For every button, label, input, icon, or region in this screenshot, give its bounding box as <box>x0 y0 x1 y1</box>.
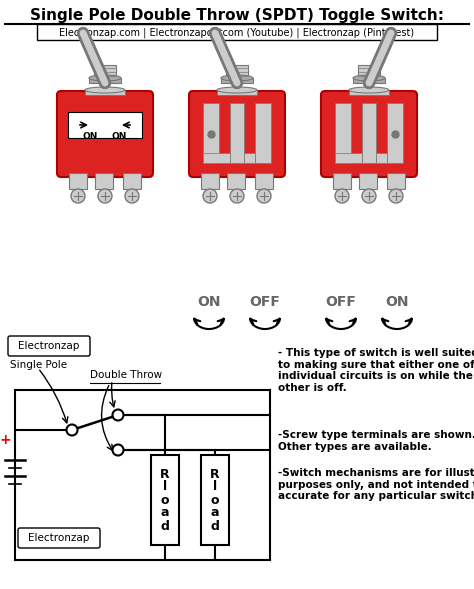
Circle shape <box>257 189 271 203</box>
FancyBboxPatch shape <box>68 112 142 138</box>
Bar <box>201 455 229 545</box>
Circle shape <box>230 189 244 203</box>
FancyBboxPatch shape <box>8 336 90 356</box>
Text: Electronzap: Electronzap <box>28 533 90 543</box>
Circle shape <box>203 189 217 203</box>
Circle shape <box>389 189 403 203</box>
Text: - This type of switch is well suited
to making sure that either one of 2
individ: - This type of switch is well suited to … <box>278 348 474 393</box>
Bar <box>387 173 405 189</box>
Ellipse shape <box>89 75 121 81</box>
Circle shape <box>362 189 376 203</box>
Circle shape <box>66 425 78 435</box>
Bar <box>230 103 244 163</box>
Ellipse shape <box>217 87 257 93</box>
Bar <box>203 153 230 163</box>
Bar <box>226 65 248 83</box>
Bar <box>221 78 253 83</box>
Ellipse shape <box>85 87 125 93</box>
Bar <box>94 65 116 83</box>
Circle shape <box>98 189 112 203</box>
Circle shape <box>335 189 349 203</box>
Bar <box>362 103 376 163</box>
Circle shape <box>112 445 124 455</box>
Text: ON: ON <box>385 295 409 309</box>
Bar <box>244 153 255 163</box>
Text: -Switch mechanisms are for illustrative
purposes only, and not intended to be
ac: -Switch mechanisms are for illustrative … <box>278 468 474 501</box>
Bar <box>358 65 380 83</box>
Bar <box>353 78 385 83</box>
FancyBboxPatch shape <box>189 91 285 177</box>
Text: OFF: OFF <box>326 295 356 309</box>
Text: Single Pole Double Throw (SPDT) Toggle Switch:: Single Pole Double Throw (SPDT) Toggle S… <box>30 8 444 23</box>
Bar <box>203 103 219 163</box>
Bar <box>95 173 113 189</box>
Circle shape <box>125 189 139 203</box>
Text: Double Throw: Double Throw <box>90 370 162 380</box>
Bar <box>349 90 389 95</box>
Text: R
l
o
a
d: R l o a d <box>160 468 170 532</box>
Text: ON: ON <box>112 132 127 141</box>
Bar <box>335 153 362 163</box>
Ellipse shape <box>349 87 389 93</box>
Bar <box>255 103 271 163</box>
Text: ON: ON <box>197 295 221 309</box>
Circle shape <box>112 409 124 421</box>
Text: Single Pole: Single Pole <box>10 360 67 370</box>
FancyBboxPatch shape <box>18 528 100 548</box>
Bar <box>151 455 179 545</box>
Bar <box>85 90 125 95</box>
Bar <box>69 173 87 189</box>
FancyBboxPatch shape <box>57 91 153 177</box>
Text: -Screw type terminals are shown.
Other types are available.: -Screw type terminals are shown. Other t… <box>278 430 474 452</box>
Text: +: + <box>0 433 11 447</box>
Bar <box>227 173 245 189</box>
Bar <box>335 103 351 163</box>
FancyBboxPatch shape <box>321 91 417 177</box>
Ellipse shape <box>221 75 253 81</box>
Text: Electronzap: Electronzap <box>18 341 80 351</box>
Text: OFF: OFF <box>250 295 281 309</box>
Bar <box>217 90 257 95</box>
Bar <box>333 173 351 189</box>
Bar <box>89 78 121 83</box>
Circle shape <box>71 189 85 203</box>
Bar <box>201 173 219 189</box>
Text: Electronzap.com | Electronzapdotcom (Youtube) | Electronzap (Pinterest): Electronzap.com | Electronzapdotcom (You… <box>59 27 415 38</box>
Ellipse shape <box>353 75 385 81</box>
Bar <box>387 103 403 163</box>
Bar <box>359 173 377 189</box>
Bar <box>376 153 387 163</box>
Text: R
l
o
a
d: R l o a d <box>210 468 220 532</box>
Bar <box>255 173 273 189</box>
Bar <box>123 173 141 189</box>
Text: ON: ON <box>83 132 98 141</box>
